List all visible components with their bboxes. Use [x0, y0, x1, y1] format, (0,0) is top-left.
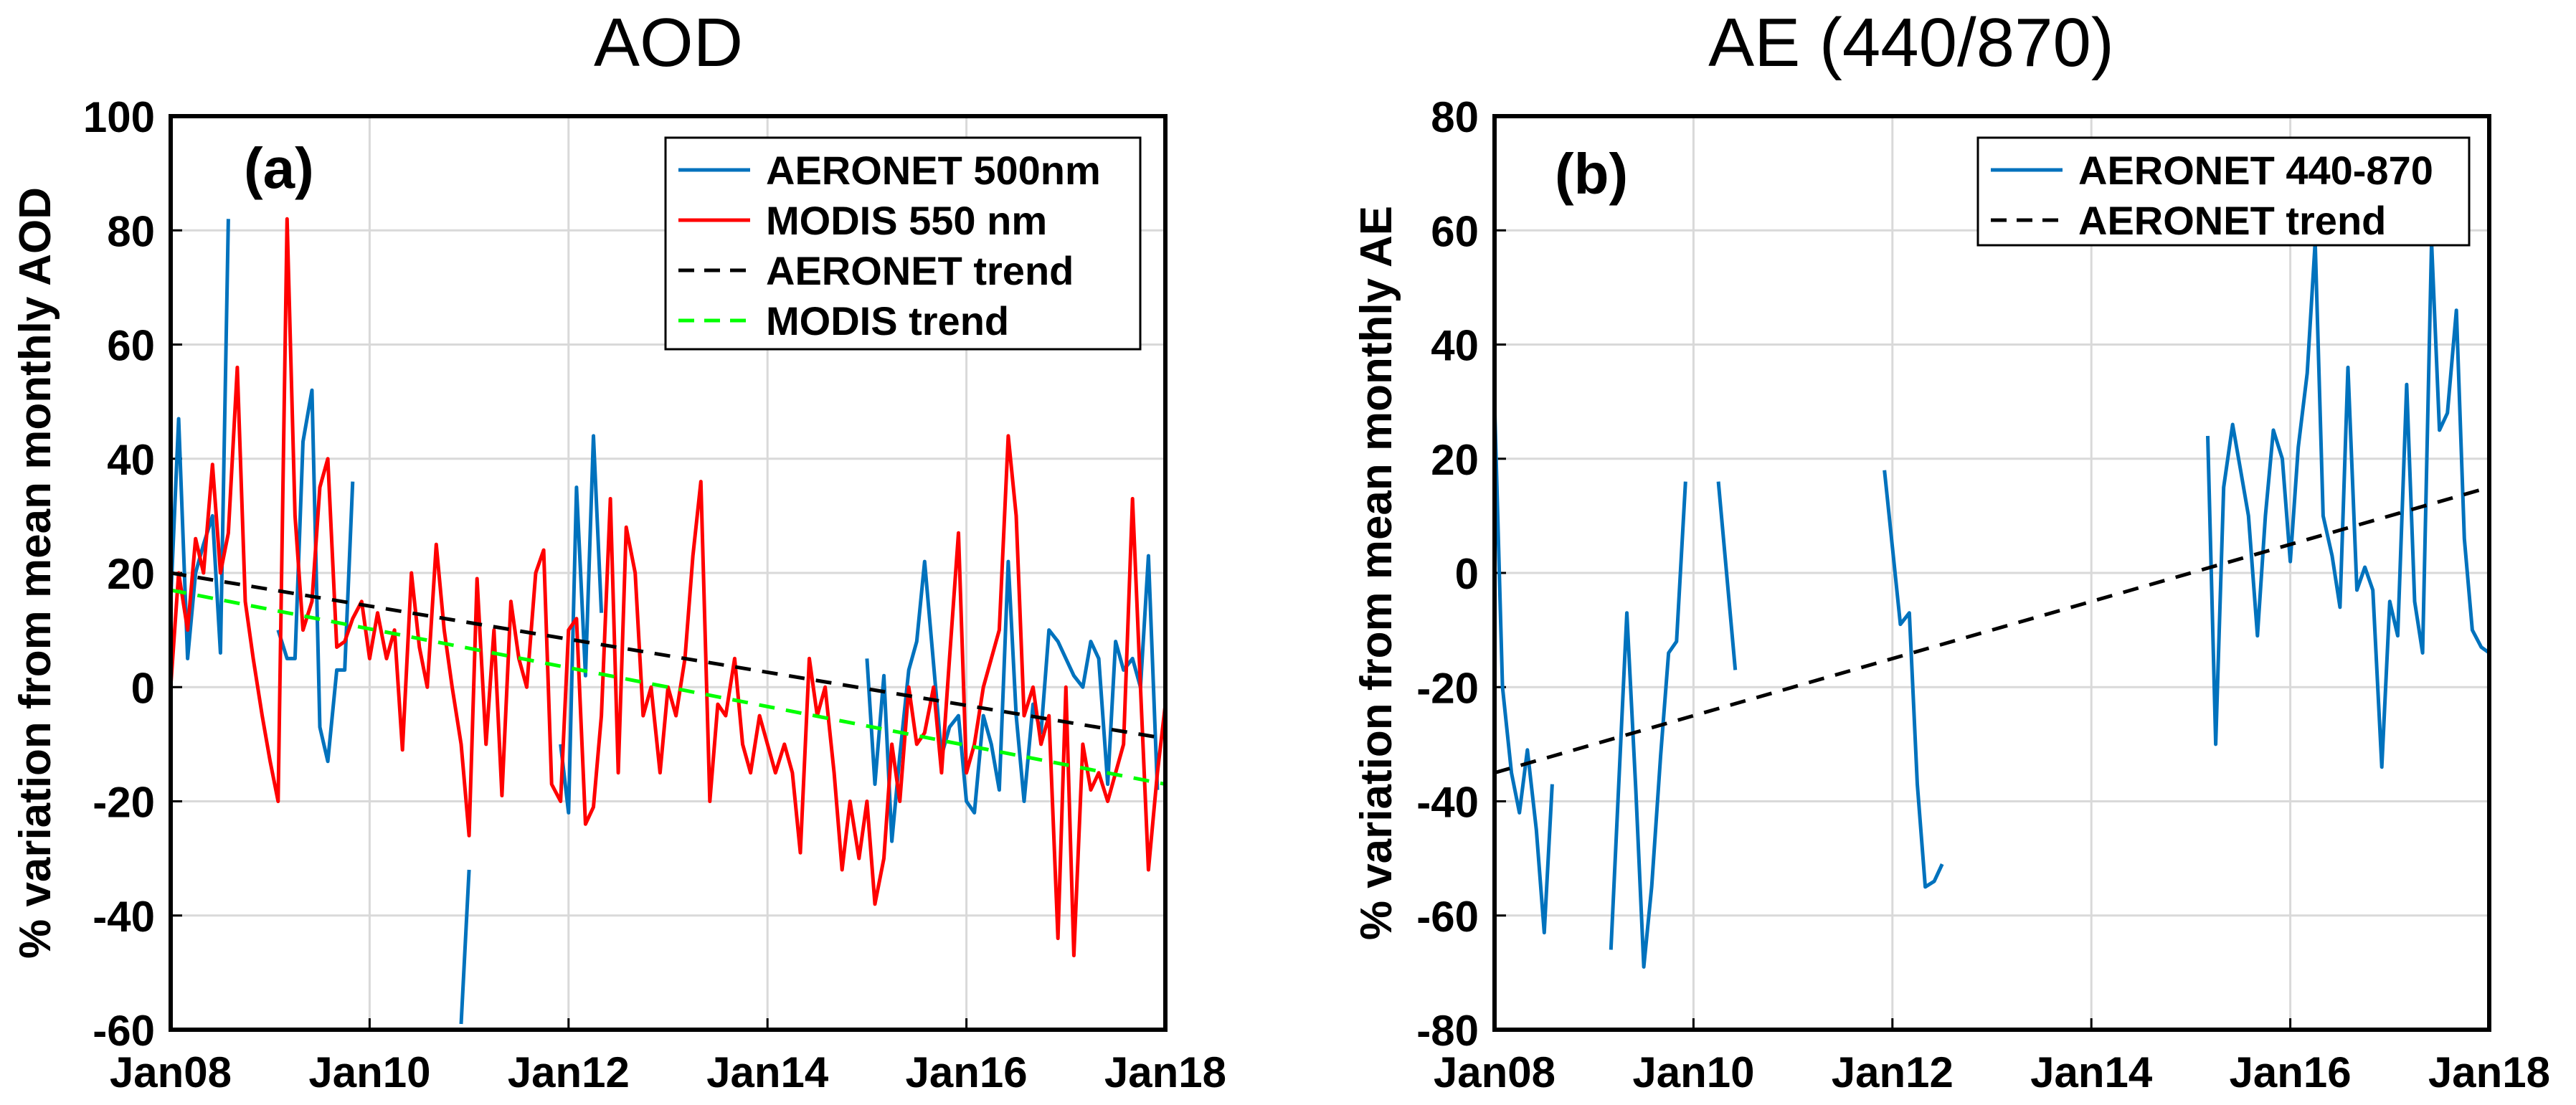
y-tick-label: 20 [107, 550, 155, 598]
y-tick-label: 80 [107, 207, 155, 255]
y-tick-label: -40 [1416, 779, 1479, 827]
chart-panel-ae: AE (440/870) -80 -60 -40 -20 0 20 40 60 80 Jan08… [1352, 4, 2550, 1096]
y-tick-label: 40 [1431, 322, 1479, 370]
x-tick-label: Jan18 [2428, 1048, 2550, 1096]
y-tick-label: -60 [93, 1007, 155, 1055]
series-group [1495, 240, 2489, 969]
y-tick-label: -80 [1416, 1007, 1479, 1055]
legend: AERONET 500nm MODIS 550 nm AERONET trend MO… [664, 136, 1142, 351]
chart-title: AOD [594, 4, 743, 81]
y-tick-label: 40 [107, 436, 155, 484]
y-tick-labels: -80 -60 -40 -20 0 20 40 60 80 [1416, 93, 1479, 1055]
series-line [171, 571, 1165, 741]
x-tick-label: Jan10 [1632, 1048, 1754, 1096]
y-tick-label: 80 [1431, 93, 1479, 141]
y-tick-label: -20 [1416, 664, 1479, 712]
y-axis-label: % variation from mean monthly AE [1352, 206, 1401, 940]
plot-frame [1492, 114, 2491, 1032]
series-segment [1716, 481, 1738, 670]
series-segment [171, 588, 1165, 787]
x-tick-label: Jan18 [1104, 1048, 1226, 1096]
legend-label: MODIS trend [766, 298, 1009, 343]
y-tick-label: -40 [93, 893, 155, 941]
series-line [1495, 240, 2489, 969]
series-segment [1609, 481, 1687, 969]
legend-label: MODIS 550 nm [766, 198, 1047, 243]
series-line [1495, 485, 2489, 775]
series-line [171, 588, 1165, 787]
x-tick-label: Jan16 [2230, 1048, 2352, 1096]
series-segment [865, 554, 1160, 843]
x-tick-label: Jan12 [1832, 1048, 1954, 1096]
y-tick-label: 20 [1431, 436, 1479, 484]
legend-box [1976, 136, 2471, 247]
chart-title: AE (440/870) [1708, 4, 2114, 81]
series-segment [459, 869, 471, 1025]
legend-label: AERONET 500nm [766, 148, 1101, 193]
y-tick-label: 0 [1455, 550, 1479, 598]
y-tick-label: -60 [1416, 893, 1479, 941]
x-tick-label: Jan10 [308, 1048, 430, 1096]
y-tick-label: 60 [107, 322, 155, 370]
series-segment [1495, 402, 1554, 935]
x-tick-labels: Jan08 Jan10 Jan12 Jan14 Jan16 Jan18 [110, 1048, 1226, 1096]
chart-panel-aod: AOD -60 -40 -20 0 20 40 60 80 100 Jan08 Jan10 Jan1… [11, 4, 1226, 1096]
panel-label: (b) [1555, 142, 1628, 206]
y-tick-labels: -60 -40 -20 0 20 40 60 80 100 [83, 93, 155, 1055]
plot-frame [169, 114, 1168, 1032]
y-tick-label: -20 [93, 779, 155, 827]
x-tick-labels: Jan08 Jan10 Jan12 Jan14 Jan16 Jan18 [1434, 1048, 2550, 1096]
x-tick-label: Jan14 [706, 1048, 829, 1096]
legend-label: AERONET 440-870 [2078, 148, 2433, 193]
series-segment [559, 434, 604, 815]
legend-label: AERONET trend [766, 248, 1074, 293]
panel-label: (a) [244, 136, 314, 200]
x-tick-label: Jan16 [906, 1048, 1028, 1096]
series-line [171, 217, 1165, 957]
series-segment [1883, 470, 1944, 889]
legend-entries: AERONET 500nm MODIS 550 nm AERONET trend MO… [678, 148, 1101, 343]
legend-box [664, 136, 1142, 351]
x-tick-label: Jan08 [1434, 1048, 1555, 1096]
series-segment [171, 571, 1165, 741]
y-axis-label: % variation from mean monthly AOD [11, 187, 60, 959]
legend-label: AERONET trend [2078, 198, 2386, 243]
legend: AERONET 440-870 AERONET trend [1976, 136, 2471, 247]
y-tick-label: 100 [83, 93, 155, 141]
y-tick-label: 60 [1431, 207, 1479, 255]
x-tick-label: Jan08 [110, 1048, 232, 1096]
series-segment [1495, 485, 2489, 775]
series-segment [171, 217, 1165, 957]
y-tick-label: 0 [131, 664, 155, 712]
series-group [171, 217, 1165, 1025]
series-segment [2206, 240, 2489, 769]
legend-entries: AERONET 440-870 AERONET trend [1991, 148, 2433, 243]
x-tick-label: Jan12 [508, 1048, 630, 1096]
x-tick-label: Jan14 [2030, 1048, 2153, 1096]
